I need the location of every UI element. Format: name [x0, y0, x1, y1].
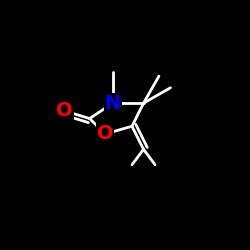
Text: O: O — [56, 101, 73, 120]
Text: O: O — [97, 124, 113, 144]
Text: N: N — [104, 94, 121, 113]
